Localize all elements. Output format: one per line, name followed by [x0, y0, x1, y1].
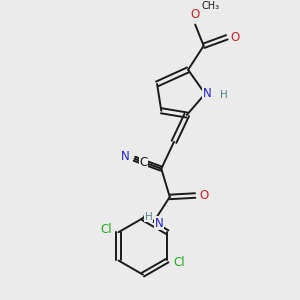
Text: O: O	[199, 189, 208, 202]
Text: H: H	[145, 212, 152, 222]
Text: C: C	[140, 156, 148, 169]
Text: N: N	[155, 217, 164, 230]
Text: O: O	[231, 31, 240, 44]
Text: N: N	[203, 87, 212, 100]
Text: H: H	[220, 90, 227, 100]
Text: CH₃: CH₃	[202, 1, 220, 11]
Text: Cl: Cl	[101, 223, 112, 236]
Text: N: N	[121, 150, 130, 163]
Text: Cl: Cl	[173, 256, 185, 269]
Text: O: O	[190, 8, 199, 21]
